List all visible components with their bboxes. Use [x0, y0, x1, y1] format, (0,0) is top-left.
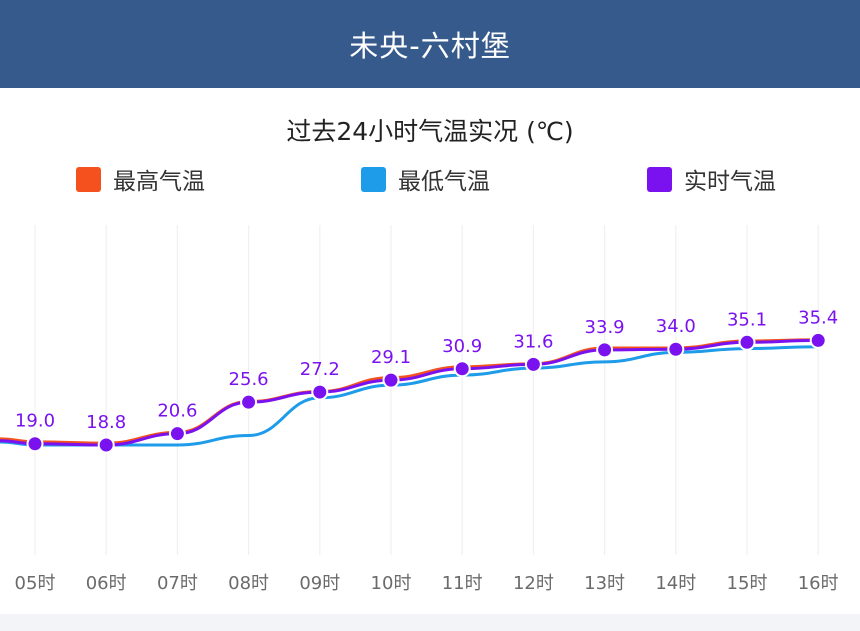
data-point: [667, 340, 685, 358]
data-point: [809, 331, 827, 349]
data-label: 29.1: [371, 347, 411, 368]
data-point: [168, 425, 186, 443]
data-point: [26, 435, 44, 453]
x-tick-label: 15时: [727, 573, 768, 594]
temperature-chart: 19.0 18.8 20.6 25.6 27.2 29.1 30.9 31.6 33.9 34.0…: [0, 225, 839, 594]
legend-label-max: 最高气温: [113, 169, 205, 195]
footer-strip: [0, 614, 860, 631]
data-point: [453, 360, 471, 378]
x-tick-label: 10时: [371, 573, 412, 594]
legend-label-min: 最低气温: [398, 169, 490, 195]
legend-label-now: 实时气温: [684, 169, 776, 195]
legend-swatch-max: [76, 166, 101, 192]
data-point: [738, 333, 756, 351]
data-label: 35.4: [798, 307, 838, 328]
x-tick-label: 12时: [513, 573, 554, 594]
data-label: 34.0: [656, 316, 696, 337]
x-tick-label: 16时: [798, 573, 839, 594]
legend-swatch-min: [361, 166, 386, 192]
data-label: 27.2: [300, 359, 340, 380]
location-title: 未央-六村堡: [349, 29, 511, 63]
data-point: [524, 355, 542, 373]
data-label: 33.9: [585, 317, 625, 338]
x-tick-label: 09时: [299, 573, 340, 594]
data-label: 20.6: [157, 401, 197, 422]
data-label: 30.9: [442, 336, 482, 357]
legend-item-now[interactable]: 实时气温: [647, 162, 776, 196]
data-label: 31.6: [513, 331, 553, 352]
data-point: [240, 393, 258, 411]
data-label: 18.8: [86, 412, 126, 433]
x-tick-label: 06时: [86, 573, 127, 594]
x-tick-label: 08时: [228, 573, 269, 594]
x-tick-label: 11时: [442, 573, 483, 594]
data-point: [311, 383, 329, 401]
x-tick-label: 14时: [655, 573, 696, 594]
data-label: 19.0: [15, 411, 55, 432]
x-tick-label: 07时: [157, 573, 198, 594]
data-label: 25.6: [229, 369, 269, 390]
x-tick-label: 05时: [15, 573, 56, 594]
x-tick-label: 13时: [584, 573, 625, 594]
legend-item-min[interactable]: 最低气温: [361, 162, 490, 196]
data-point: [97, 436, 115, 454]
legend-swatch-now: [647, 166, 672, 192]
legend-item-max[interactable]: 最高气温: [76, 162, 205, 196]
data-label: 35.1: [727, 309, 767, 330]
chart-title: 过去24小时气温实况 (℃): [286, 117, 574, 146]
data-point: [382, 371, 400, 389]
data-point: [596, 341, 614, 359]
header-bar: 未央-六村堡: [0, 0, 860, 88]
